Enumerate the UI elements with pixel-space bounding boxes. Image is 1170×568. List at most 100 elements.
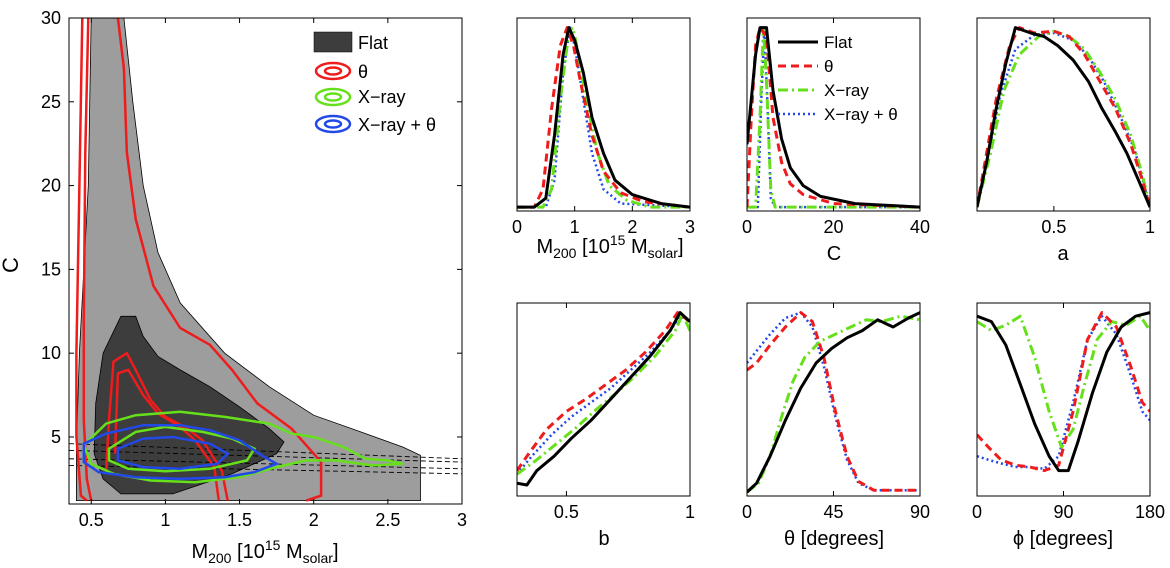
series-line-theta	[517, 26, 690, 209]
flat-inner-contour	[93, 315, 285, 495]
legend-label-theta-2: θ	[824, 57, 833, 76]
y-tick-label: 10	[41, 343, 61, 363]
c-series	[747, 26, 920, 209]
series-line-flat	[517, 26, 690, 209]
xray-contour-outer	[82, 410, 403, 484]
x-tick-label: 2.5	[375, 510, 400, 530]
panel-m200: 0 1 2 3 M200 [1015 Msolar]	[512, 17, 695, 261]
x-tick-label: 90	[1053, 502, 1073, 522]
phi-axes-box	[976, 302, 1151, 497]
theta-series	[747, 311, 920, 494]
series-line-xray	[977, 29, 1150, 208]
main-x-axis-label: M200 [1015 Msolar]	[191, 537, 338, 566]
series-line-theta	[977, 26, 1150, 208]
x-tick-label: 2	[309, 510, 319, 530]
b-axes-box	[516, 302, 691, 497]
x-tick-label: 45	[823, 502, 843, 522]
y-tick-label: 5	[51, 427, 61, 447]
series-line-xray	[977, 314, 1150, 449]
panel-a: 0.5 1 a	[976, 17, 1155, 265]
m200-axes-box	[516, 17, 691, 212]
x-tick-label: 0.5	[1041, 217, 1066, 237]
x-tick-label: 90	[910, 502, 930, 522]
series-line-flat	[977, 311, 1150, 473]
legend-label-xray-theta-2: X−ray + θ	[824, 105, 898, 124]
series-line-theta	[977, 311, 1150, 473]
x-tick-label: 0	[742, 217, 752, 237]
main-y-axis-label: C	[0, 257, 23, 273]
x-tick-label: 1	[1145, 217, 1155, 237]
legend-label-xray-theta: X−ray + θ	[358, 115, 436, 135]
panel-phi: 0 90 180 ϕ [degrees]	[972, 302, 1165, 550]
a-axes-box	[976, 17, 1151, 212]
c-legend: Flat θ X−ray X−ray + θ	[778, 33, 898, 124]
series-line-flat	[747, 311, 920, 494]
legend-swatch-flat	[313, 31, 353, 53]
legend-swatch-xray-theta-inner	[323, 119, 343, 129]
x-tick-label: 1	[685, 502, 695, 522]
a-x-ticks: 0.5 1	[1041, 18, 1155, 237]
xray-contour-inner	[107, 425, 257, 473]
xray-theta-contour-inner	[116, 435, 230, 471]
main-axes-box	[68, 17, 463, 505]
x-tick-label: 3	[457, 510, 467, 530]
dashed-line	[69, 458, 462, 470]
m200-x-ticks: 0 1 2 3	[512, 18, 695, 237]
x-tick-label: 2	[627, 217, 637, 237]
panel-theta: 0 45 90 θ [degrees]	[742, 302, 930, 550]
legend-swatch-xray	[314, 87, 352, 107]
x-tick-label: 3	[685, 217, 695, 237]
theta-contour-inner	[104, 351, 229, 501]
phi-series	[977, 311, 1150, 473]
b-x-ticks: 0.5 1	[554, 303, 695, 522]
series-line-xray_theta	[977, 314, 1150, 471]
main-panel: 0.5 1 1.5 2 2.5 3 5 10 15 20 25 30 C M200 [1015 Ms…	[0, 8, 467, 566]
x-tick-label: 1	[570, 217, 580, 237]
x-tick-label: 0.5	[554, 502, 579, 522]
x-tick-label: 180	[1135, 502, 1165, 522]
series-line-xray_theta	[977, 31, 1150, 208]
legend-swatch-xray-inner	[323, 92, 343, 102]
series-line-flat	[517, 311, 690, 487]
theta-contour-outer-right	[116, 18, 323, 502]
legend-label-flat: Flat	[358, 33, 388, 53]
y-tick-label: 30	[41, 8, 61, 28]
legend-label-theta: θ	[358, 62, 368, 82]
theta-contour-outer-left-2	[82, 18, 93, 501]
main-plot-area	[69, 18, 462, 502]
b-series	[517, 311, 690, 487]
series-line-xray	[517, 26, 690, 209]
x-tick-label: 0	[512, 217, 522, 237]
series-line-theta	[517, 311, 690, 472]
m200-x-axis-label: M200 [1015 Msolar]	[536, 232, 683, 261]
y-tick-label: 15	[41, 259, 61, 279]
series-line-flat	[747, 26, 920, 209]
x-tick-label: 0.5	[79, 510, 104, 530]
legend-swatch-theta-inner	[323, 66, 343, 76]
y-tick-label: 20	[41, 176, 61, 196]
main-legend: Flat θ X−ray X−ray + θ	[313, 31, 436, 135]
m200-series	[517, 26, 690, 209]
theta-x-ticks: 0 45 90	[742, 303, 930, 522]
b-x-axis-label: b	[598, 528, 609, 550]
legend-label-xray-2: X−ray	[824, 81, 869, 100]
c-x-axis-label: C	[827, 243, 841, 265]
phi-x-ticks: 0 90 180	[972, 303, 1165, 522]
c-x-ticks: 0 20 40	[742, 18, 930, 237]
theta-contour-outer-left	[75, 18, 88, 502]
a-x-axis-label: a	[1057, 243, 1069, 265]
x-tick-label: 1	[160, 510, 170, 530]
series-line-theta	[747, 311, 920, 492]
panel-c: 0 20 40 C Flat θ X−ray X−ray + θ	[742, 17, 930, 265]
legend-label-flat-2: Flat	[824, 33, 853, 52]
x-tick-label: 40	[910, 217, 930, 237]
xray-theta-contour-outer	[82, 423, 280, 481]
theta-x-axis-label: θ [degrees]	[784, 528, 884, 550]
x-tick-label: 0	[972, 502, 982, 522]
main-x-ticks: 0.5 1 1.5 2 2.5 3	[79, 18, 467, 530]
dashed-line	[69, 443, 462, 460]
legend-swatch-xray-theta	[314, 114, 352, 134]
x-tick-label: 1.5	[227, 510, 252, 530]
y-tick-label: 25	[41, 92, 61, 112]
